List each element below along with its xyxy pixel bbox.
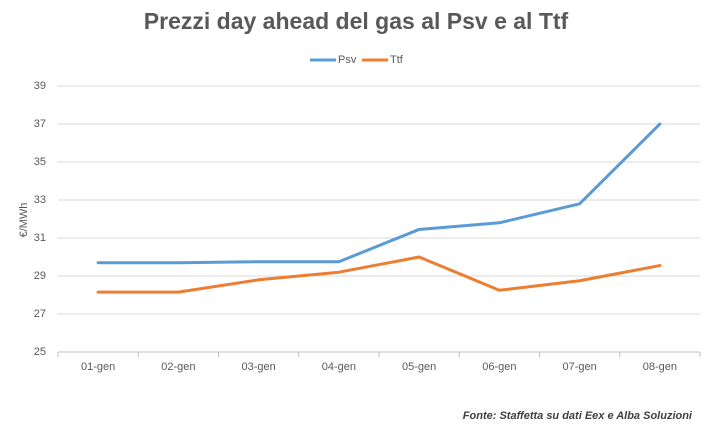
series-line <box>96 122 662 265</box>
x-tick-label: 02-gen <box>161 361 195 373</box>
x-tick-label: 01-gen <box>81 361 115 373</box>
y-tick-label: 37 <box>34 118 46 130</box>
source-note: Fonte: Staffetta su dati Eex e Alba Solu… <box>463 410 693 422</box>
y-axis-label: €/MWh <box>18 203 30 238</box>
legend-label: Psv <box>338 54 357 66</box>
x-tick-label: 03-gen <box>241 361 275 373</box>
x-tick-label: 07-gen <box>562 361 596 373</box>
legend-label: Ttf <box>390 54 404 66</box>
y-tick-label: 39 <box>34 80 46 92</box>
y-tick-label: 25 <box>34 346 46 358</box>
y-tick-label: 31 <box>34 232 46 244</box>
x-tick-label: 08-gen <box>643 361 677 373</box>
x-tick-label: 05-gen <box>402 361 436 373</box>
y-tick-label: 29 <box>34 270 46 282</box>
chart-title: Prezzi day ahead del gas al Psv e al Ttf <box>144 8 569 34</box>
y-tick-label: 27 <box>34 308 46 320</box>
series-line <box>96 255 662 294</box>
x-tick-label: 04-gen <box>322 361 356 373</box>
x-tick-label: 06-gen <box>482 361 516 373</box>
y-tick-label: 33 <box>34 194 46 206</box>
y-tick-label: 35 <box>34 156 46 168</box>
